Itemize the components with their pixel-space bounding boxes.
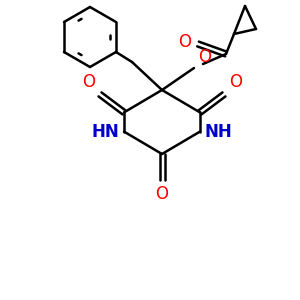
Text: O: O <box>229 74 242 92</box>
Text: O: O <box>82 74 95 92</box>
Text: O: O <box>155 185 169 203</box>
Text: O: O <box>198 48 211 66</box>
Text: NH: NH <box>205 123 233 141</box>
Text: HN: HN <box>91 123 119 141</box>
Text: O: O <box>178 33 191 51</box>
